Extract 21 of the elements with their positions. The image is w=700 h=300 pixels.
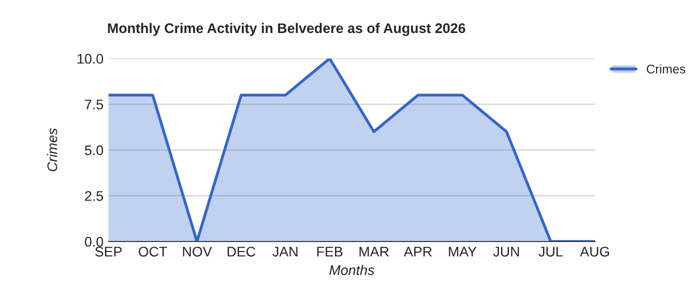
x-tick-label: OCT — [138, 246, 168, 257]
y-tick-label: 7.5 — [85, 100, 104, 110]
x-tick-label: FEB — [317, 246, 342, 256]
y-axis-title: Crimes — [46, 128, 58, 172]
y-tick-label: 5.0 — [84, 145, 104, 156]
x-tick-label: AUG — [580, 246, 610, 257]
x-tick-label: SEP — [95, 246, 122, 257]
x-tick-label: MAY — [448, 246, 477, 256]
y-tick-label: 2.5 — [85, 191, 104, 201]
x-tick-label: MAR — [360, 246, 389, 256]
x-tick-label: DEC — [228, 246, 256, 257]
y-tick-label: 0.0 — [84, 236, 104, 247]
y-tick-label: 10.0 — [78, 54, 104, 64]
x-axis-title: Months — [329, 264, 374, 276]
chart-title: Monthly Crime Activity in Belvedere as of August 2026 — [108, 22, 466, 36]
legend-label: Crimes — [646, 64, 686, 74]
x-tick-label: JUL — [538, 246, 563, 257]
x-tick-label: JUN — [493, 246, 519, 257]
x-tick-label: NOV — [183, 246, 212, 257]
x-tick-label: APR — [404, 246, 432, 256]
x-tick-label: JAN — [272, 246, 298, 257]
